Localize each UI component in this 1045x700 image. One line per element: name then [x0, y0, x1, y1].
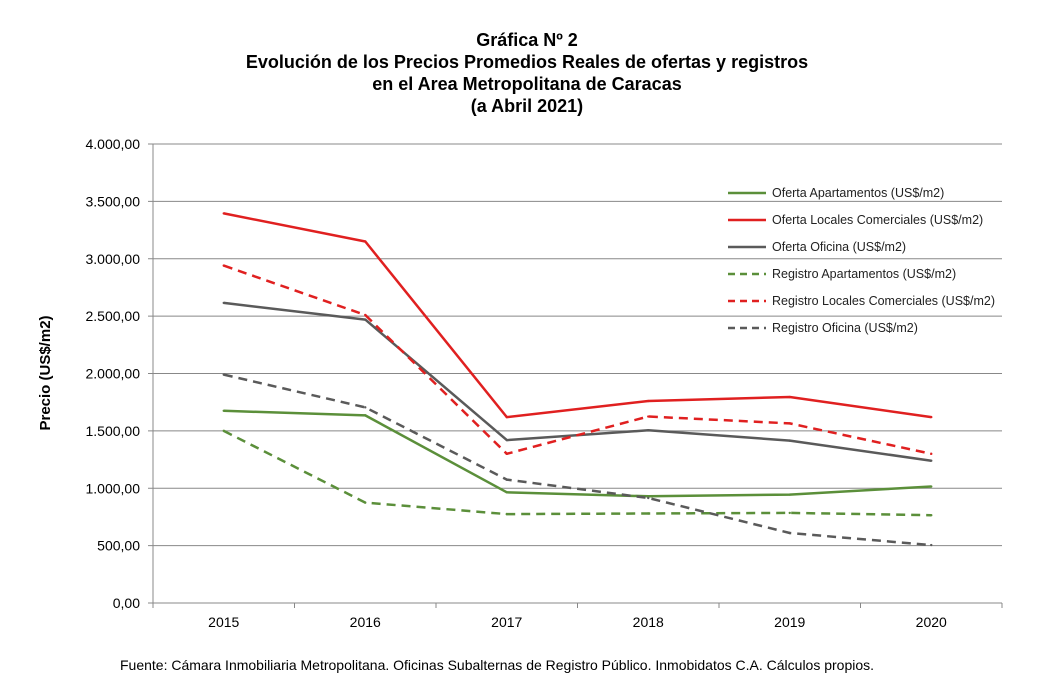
- data-point: [647, 495, 650, 498]
- gridlines: [153, 143, 1002, 547]
- data-point: [222, 373, 225, 376]
- legend-label: Oferta Oficina (US$/m2): [772, 240, 906, 254]
- legend-label: Oferta Apartamentos (US$/m2): [772, 186, 944, 200]
- data-point: [364, 414, 367, 417]
- series-line-5: [223, 264, 932, 456]
- data-point: [505, 512, 508, 516]
- y-tick-label: 3.000,00: [86, 251, 141, 267]
- data-point: [222, 429, 225, 433]
- legend-label: Registro Apartamentos (US$/m2): [772, 267, 956, 281]
- data-point: [505, 478, 508, 481]
- y-tick-label: 2.500,00: [86, 308, 141, 324]
- legend-label: Oferta Locales Comerciales (US$/m2): [772, 213, 983, 227]
- chart-title: Gráfica Nº 2 Evolución de los Precios Pr…: [246, 30, 808, 116]
- x-tick-label: 2017: [491, 614, 522, 630]
- data-point: [930, 459, 933, 462]
- data-point: [505, 491, 508, 494]
- y-tick-label: 0,00: [113, 595, 140, 611]
- data-point: [788, 511, 791, 515]
- data-point: [647, 496, 650, 500]
- data-point: [505, 438, 508, 442]
- data-point: [222, 264, 225, 267]
- data-point: [788, 493, 791, 496]
- data-point: [788, 395, 791, 399]
- data-point: [788, 439, 791, 442]
- data-point: [222, 301, 225, 305]
- y-tick-label: 3.500,00: [86, 193, 141, 209]
- data-point: [364, 240, 367, 243]
- title-line-2: Evolución de los Precios Promedios Reale…: [246, 52, 808, 72]
- data-point: [364, 318, 367, 321]
- title-line-3: en el Area Metropolitana de Caracas: [372, 74, 681, 94]
- data-point: [788, 422, 791, 425]
- y-tick-label: 2.000,00: [86, 366, 141, 382]
- axes: 0,00 500,00 1.000,00 1.500,00 2.000,00 2.500,…: [86, 136, 1003, 630]
- legend: Oferta Apartamentos (US$/m2) Oferta Local…: [728, 186, 995, 335]
- data-point: [364, 406, 367, 409]
- series-line-2: [223, 212, 932, 419]
- data-point: [788, 531, 791, 535]
- legend-label: Registro Oficina (US$/m2): [772, 321, 918, 335]
- source-note: Fuente: Cámara Inmobiliaria Metropolitan…: [120, 657, 874, 673]
- series-lines: [222, 212, 933, 547]
- data-point: [364, 501, 367, 504]
- series-line-6: [223, 373, 932, 547]
- y-tick-label: 1.500,00: [86, 423, 141, 439]
- data-point: [930, 514, 933, 517]
- series-line-1: [223, 409, 932, 498]
- title-line-1: Gráfica Nº 2: [476, 30, 578, 50]
- y-axis-title: Precio (US$/m2): [37, 315, 54, 430]
- data-point: [505, 452, 508, 456]
- data-point: [647, 415, 650, 418]
- data-point: [930, 543, 933, 547]
- x-tick-label: 2015: [208, 614, 239, 630]
- title-line-4: (a Abril 2021): [471, 96, 583, 116]
- data-point: [647, 399, 650, 403]
- data-point: [222, 409, 225, 412]
- y-tick-label: 4.000,00: [86, 136, 141, 152]
- x-tick-label: 2019: [774, 614, 805, 630]
- data-point: [930, 485, 933, 488]
- data-point: [647, 429, 650, 432]
- data-point: [222, 212, 225, 215]
- x-tick-label: 2016: [350, 614, 381, 630]
- data-point: [930, 452, 933, 456]
- legend-label: Registro Locales Comerciales (US$/m2): [772, 294, 995, 308]
- data-point: [647, 512, 650, 515]
- data-point: [505, 415, 508, 419]
- series-line-4: [223, 429, 932, 517]
- data-point: [364, 313, 367, 317]
- x-tick-label: 2018: [633, 614, 664, 630]
- y-tick-label: 500,00: [97, 538, 140, 554]
- y-tick-label: 1.000,00: [86, 480, 141, 496]
- data-point: [930, 415, 933, 419]
- x-tick-label: 2020: [916, 614, 947, 630]
